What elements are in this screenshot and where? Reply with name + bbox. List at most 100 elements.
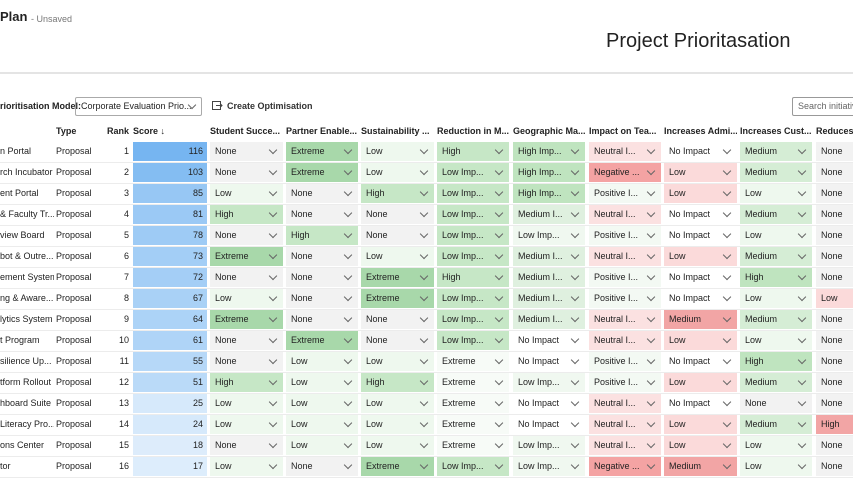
rating-dropdown[interactable]: High bbox=[361, 373, 434, 392]
rating-dropdown[interactable]: Low bbox=[740, 289, 812, 308]
rating-dropdown[interactable]: High bbox=[361, 184, 434, 203]
rating-dropdown[interactable]: Low bbox=[210, 289, 283, 308]
rating-dropdown[interactable]: High bbox=[210, 205, 283, 224]
rating-dropdown[interactable]: No Impact bbox=[513, 331, 585, 350]
rating-dropdown[interactable]: None bbox=[816, 331, 853, 350]
rating-dropdown[interactable]: No Impact bbox=[513, 394, 585, 413]
rating-dropdown[interactable]: None bbox=[361, 226, 434, 245]
rating-dropdown[interactable]: Negative ... bbox=[589, 457, 661, 476]
rating-dropdown[interactable]: Low bbox=[664, 184, 737, 203]
rating-dropdown[interactable]: Medium bbox=[740, 142, 812, 161]
rating-dropdown[interactable]: Low Imp... bbox=[437, 331, 509, 350]
rating-dropdown[interactable]: Low bbox=[286, 373, 358, 392]
rating-dropdown[interactable]: Low Imp... bbox=[513, 436, 585, 455]
rating-dropdown[interactable]: Neutral I... bbox=[589, 247, 661, 266]
rating-dropdown[interactable]: Low bbox=[740, 331, 812, 350]
rating-dropdown[interactable]: None bbox=[286, 205, 358, 224]
rating-dropdown[interactable]: Neutral I... bbox=[589, 415, 661, 434]
rating-dropdown[interactable]: Medium bbox=[740, 415, 812, 434]
rating-dropdown[interactable]: Low Imp... bbox=[437, 226, 509, 245]
rating-dropdown[interactable]: None bbox=[816, 205, 853, 224]
rating-dropdown[interactable]: None bbox=[816, 226, 853, 245]
rating-dropdown[interactable]: Positive I... bbox=[589, 373, 661, 392]
rating-dropdown[interactable]: None bbox=[816, 394, 853, 413]
rating-dropdown[interactable]: None bbox=[286, 310, 358, 329]
rating-dropdown[interactable]: Low bbox=[664, 415, 737, 434]
rating-dropdown[interactable]: None bbox=[816, 310, 853, 329]
rating-dropdown[interactable]: No Impact bbox=[664, 394, 737, 413]
rating-dropdown[interactable]: No Impact bbox=[664, 205, 737, 224]
rating-dropdown[interactable]: No Impact bbox=[664, 226, 737, 245]
rating-dropdown[interactable]: Low bbox=[664, 247, 737, 266]
rating-dropdown[interactable]: Low bbox=[664, 436, 737, 455]
rating-dropdown[interactable]: None bbox=[210, 352, 283, 371]
rating-dropdown[interactable]: Extreme bbox=[286, 163, 358, 182]
rating-dropdown[interactable]: None bbox=[210, 142, 283, 161]
rating-dropdown[interactable]: Medium bbox=[740, 310, 812, 329]
rating-dropdown[interactable]: Neutral I... bbox=[589, 436, 661, 455]
rating-dropdown[interactable]: No Impact bbox=[664, 289, 737, 308]
model-dropdown[interactable]: Corporate Evaluation Prio... bbox=[75, 97, 202, 116]
search-box[interactable]: Search initiativ bbox=[792, 97, 853, 116]
rating-dropdown[interactable]: Medium I... bbox=[513, 310, 585, 329]
rating-dropdown[interactable]: Extreme bbox=[437, 436, 509, 455]
rating-dropdown[interactable]: Extreme bbox=[437, 373, 509, 392]
rating-dropdown[interactable]: None bbox=[210, 331, 283, 350]
rating-dropdown[interactable]: Extreme bbox=[286, 331, 358, 350]
rating-dropdown[interactable]: Extreme bbox=[437, 352, 509, 371]
rating-dropdown[interactable]: Neutral I... bbox=[589, 331, 661, 350]
rating-dropdown[interactable]: None bbox=[286, 268, 358, 287]
rating-dropdown[interactable]: None bbox=[816, 352, 853, 371]
rating-dropdown[interactable]: Medium bbox=[740, 373, 812, 392]
rating-dropdown[interactable]: Low Imp... bbox=[437, 184, 509, 203]
rating-dropdown[interactable]: Low Imp... bbox=[437, 205, 509, 224]
rating-dropdown[interactable]: Low bbox=[361, 352, 434, 371]
rating-dropdown[interactable]: Low bbox=[210, 415, 283, 434]
rating-dropdown[interactable]: Extreme bbox=[210, 310, 283, 329]
rating-dropdown[interactable]: No Impact bbox=[664, 268, 737, 287]
rating-dropdown[interactable]: Medium bbox=[740, 163, 812, 182]
rating-dropdown[interactable]: Low bbox=[361, 415, 434, 434]
rating-dropdown[interactable]: Low Imp... bbox=[513, 226, 585, 245]
rating-dropdown[interactable]: None bbox=[210, 163, 283, 182]
rating-dropdown[interactable]: Positive I... bbox=[589, 268, 661, 287]
rating-dropdown[interactable]: Medium bbox=[664, 310, 737, 329]
rating-dropdown[interactable]: Neutral I... bbox=[589, 142, 661, 161]
rating-dropdown[interactable]: Low bbox=[361, 142, 434, 161]
rating-dropdown[interactable]: Neutral I... bbox=[589, 394, 661, 413]
rating-dropdown[interactable]: None bbox=[816, 163, 853, 182]
rating-dropdown[interactable]: Medium bbox=[664, 457, 737, 476]
rating-dropdown[interactable]: High bbox=[437, 268, 509, 287]
rating-dropdown[interactable]: Low bbox=[740, 226, 812, 245]
rating-dropdown[interactable]: None bbox=[361, 331, 434, 350]
rating-dropdown[interactable]: None bbox=[361, 205, 434, 224]
rating-dropdown[interactable]: High bbox=[286, 226, 358, 245]
rating-dropdown[interactable]: Positive I... bbox=[589, 184, 661, 203]
rating-dropdown[interactable]: Low Imp... bbox=[437, 289, 509, 308]
rating-dropdown[interactable]: Extreme bbox=[286, 142, 358, 161]
rating-dropdown[interactable]: Positive I... bbox=[589, 289, 661, 308]
rating-dropdown[interactable]: No Impact bbox=[664, 142, 737, 161]
rating-dropdown[interactable]: None bbox=[210, 436, 283, 455]
rating-dropdown[interactable]: High bbox=[740, 268, 812, 287]
rating-dropdown[interactable]: High bbox=[816, 415, 853, 434]
rating-dropdown[interactable]: Extreme bbox=[210, 247, 283, 266]
rating-dropdown[interactable]: None bbox=[286, 457, 358, 476]
rating-dropdown[interactable]: Extreme bbox=[437, 394, 509, 413]
rating-dropdown[interactable]: Low bbox=[361, 436, 434, 455]
rating-dropdown[interactable]: Low bbox=[361, 247, 434, 266]
rating-dropdown[interactable]: Negative ... bbox=[589, 163, 661, 182]
rating-dropdown[interactable]: None bbox=[816, 373, 853, 392]
rating-dropdown[interactable]: Positive I... bbox=[589, 226, 661, 245]
rating-dropdown[interactable]: Low bbox=[286, 436, 358, 455]
rating-dropdown[interactable]: Low Imp... bbox=[513, 373, 585, 392]
rating-dropdown[interactable]: Low Imp... bbox=[513, 457, 585, 476]
rating-dropdown[interactable]: Extreme bbox=[437, 415, 509, 434]
rating-dropdown[interactable]: None bbox=[816, 436, 853, 455]
rating-dropdown[interactable]: Low bbox=[740, 457, 812, 476]
rating-dropdown[interactable]: None bbox=[816, 457, 853, 476]
rating-dropdown[interactable]: Low bbox=[664, 331, 737, 350]
rating-dropdown[interactable]: None bbox=[286, 184, 358, 203]
rating-dropdown[interactable]: None bbox=[816, 268, 853, 287]
rating-dropdown[interactable]: High Imp... bbox=[513, 184, 585, 203]
